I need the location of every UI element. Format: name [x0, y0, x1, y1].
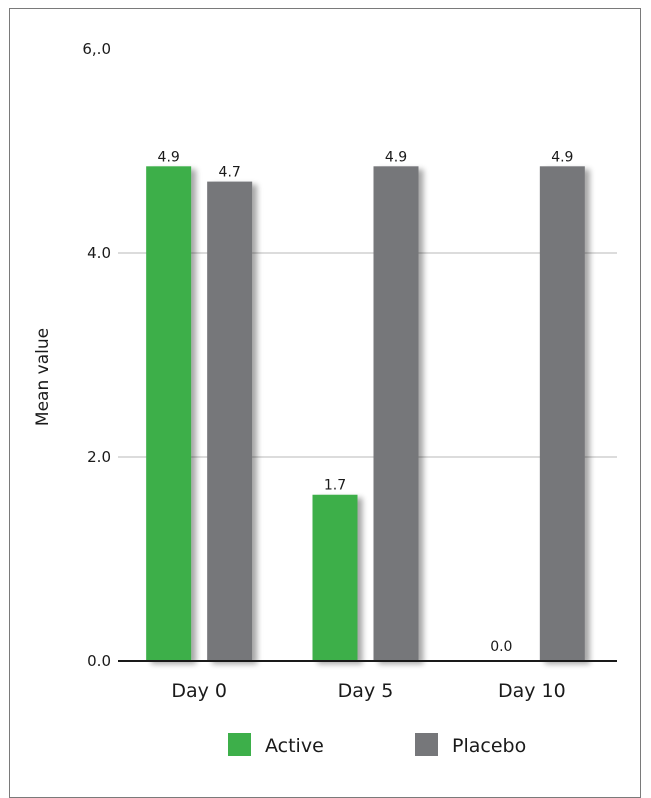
bar-placebo-day-0 — [207, 181, 253, 661]
value-labels: 4.9 4.7 1.7 4.9 0.0 4.9 — [158, 149, 574, 655]
bars — [146, 166, 585, 662]
value-label: 4.7 — [219, 165, 241, 181]
value-label: 4.9 — [551, 149, 573, 165]
chart-frame: 0.0 2.0 4.0 6,.0 4.9 4.7 1.7 4.9 0.0 4.9 Day 0 Da… — [9, 8, 641, 798]
y-tick-label: 4.0 — [87, 244, 111, 262]
bar-active-day-0 — [146, 166, 192, 662]
value-label: 1.7 — [324, 478, 346, 494]
value-label: 0.0 — [490, 639, 512, 655]
legend-swatch-placebo — [415, 733, 438, 756]
y-axis-ticks: 0.0 2.0 4.0 6,.0 — [82, 40, 111, 670]
y-axis-title: Mean value — [33, 328, 53, 426]
bar-active-day-5 — [312, 494, 358, 661]
x-category-label: Day 0 — [171, 680, 227, 702]
legend-swatch-active — [228, 733, 251, 756]
value-label: 4.9 — [385, 149, 407, 165]
bar-placebo-day-5 — [373, 166, 419, 662]
bar-chart: 0.02.04.06,.0 4.94.71.74.90.04.9 Day 0 Da… — [33, 40, 617, 757]
x-category-label: Day 10 — [498, 680, 566, 702]
value-label: 4.9 — [158, 149, 180, 165]
x-category-label: Day 5 — [338, 680, 394, 702]
legend-label-placebo: Placebo — [452, 735, 526, 757]
legend-label-active: Active — [265, 735, 324, 757]
y-tick-label: 2.0 — [87, 448, 111, 466]
bar-placebo-day-10 — [539, 166, 585, 662]
y-tick-label: 6,.0 — [82, 40, 111, 58]
gridlines — [118, 252, 617, 458]
legend: Active Placebo — [228, 733, 526, 757]
y-tick-label: 0.0 — [87, 652, 111, 670]
x-axis-categories: Day 0 Day 5 Day 10 — [171, 680, 565, 702]
